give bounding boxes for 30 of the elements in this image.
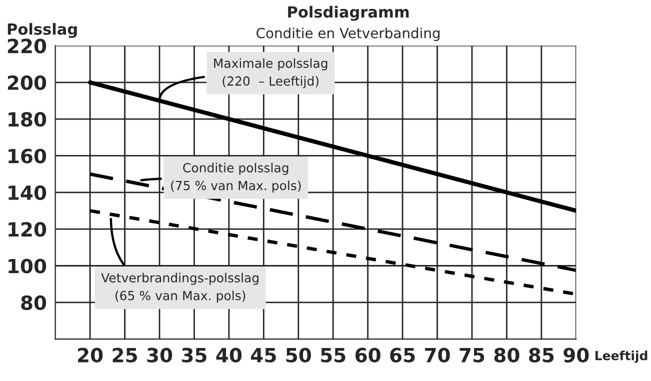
x-tick-label: 35 — [182, 348, 206, 362]
chart-subtitle: Conditie en Vetverbanding — [256, 28, 440, 42]
x-axis-title: Leeftijd — [596, 350, 648, 363]
x-tick-label: 80 — [494, 348, 520, 362]
y-tick-label: 160 — [8, 148, 46, 164]
x-tick-label: 40 — [216, 348, 242, 362]
x-tick-label: 55 — [321, 348, 346, 362]
x-tick-label: 25 — [112, 348, 137, 362]
annotation: Conditie polsslag (75 % van Max. pols) — [171, 162, 301, 193]
y-tick-label: 80 — [21, 295, 46, 310]
x-tick-label: 45 — [251, 348, 276, 362]
y-tick-label: 180 — [8, 112, 46, 127]
x-tick-label: 65 — [390, 348, 415, 362]
annotation: Maximale polsslag (220 – Leeftijd) — [214, 58, 328, 88]
x-tick-label: 90 — [564, 348, 589, 362]
x-tick-label: 20 — [78, 348, 103, 362]
x-tick-label: 30 — [147, 348, 172, 362]
y-axis-title: Polsslag — [8, 23, 77, 38]
x-tick-label: 60 — [355, 348, 380, 362]
x-tick-label: 75 — [460, 348, 484, 362]
y-tick-label: 220 — [8, 38, 46, 54]
x-tick-label: 50 — [286, 348, 311, 362]
chart-title: Polsdiagramm — [288, 6, 409, 21]
y-tick-label: 120 — [8, 222, 46, 237]
annotation: Vetverbrandings-polsslag (65 % van Max. pols) — [101, 272, 258, 303]
y-tick-label: 140 — [8, 185, 46, 200]
y-tick-label: 100 — [8, 258, 46, 274]
x-tick-label: 85 — [529, 348, 554, 362]
y-tick-label: 200 — [8, 75, 46, 90]
x-tick-label: 70 — [425, 348, 450, 362]
